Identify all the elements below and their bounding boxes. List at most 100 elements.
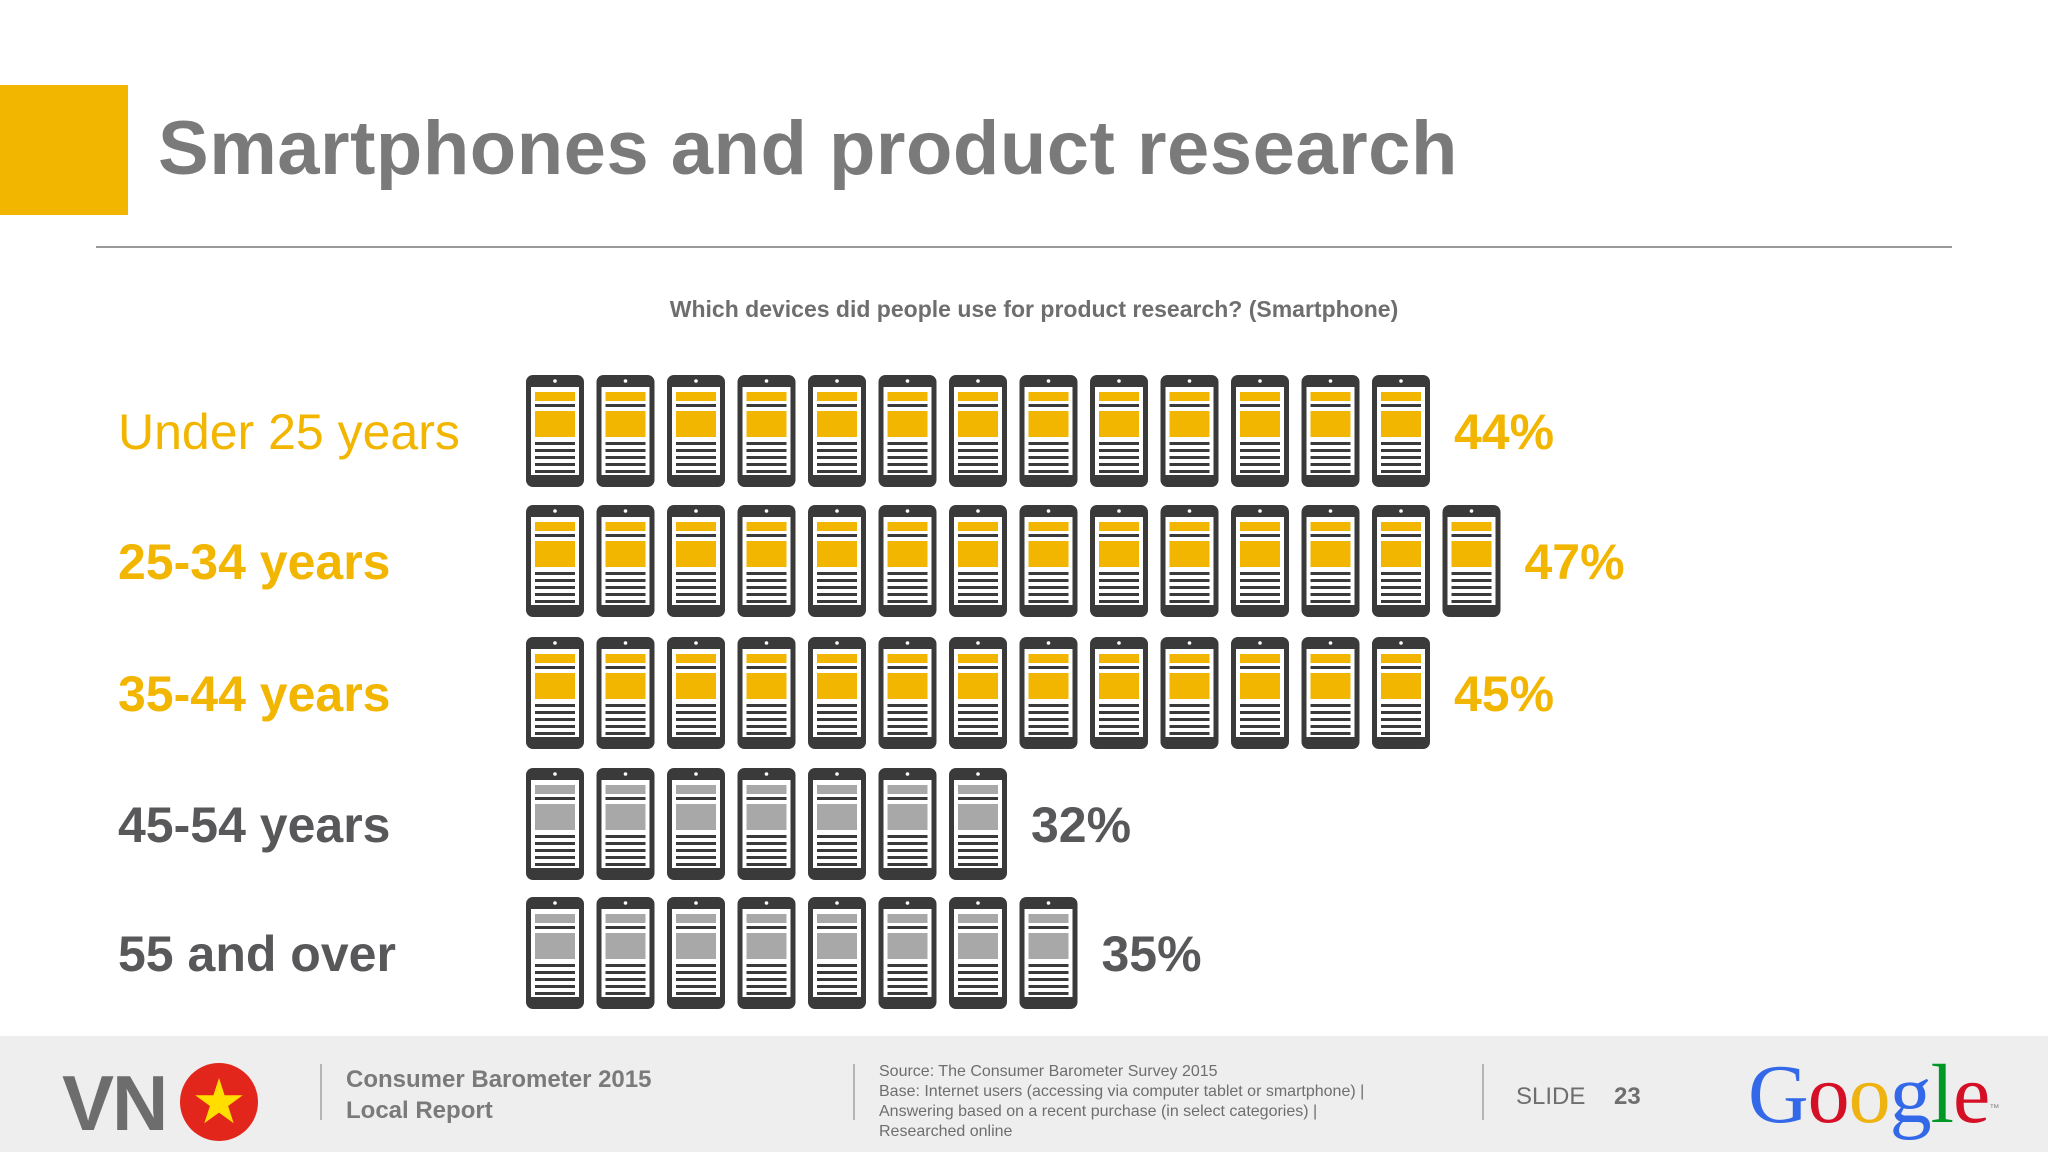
phone-text-line	[1169, 534, 1210, 537]
phone-text-line	[535, 964, 575, 967]
phone-image-block	[676, 933, 716, 959]
phone-text-line	[887, 600, 928, 603]
smartphone-icon	[1372, 505, 1430, 617]
smartphone-icon	[1090, 505, 1148, 617]
phone-header-block	[887, 654, 928, 663]
phone-header-block	[1381, 392, 1421, 401]
phone-text-line	[746, 797, 787, 800]
phone-text-line	[887, 470, 928, 473]
phone-camera	[1117, 379, 1121, 383]
phone-text-line	[1028, 534, 1069, 537]
smartphone-icon	[596, 768, 655, 880]
phone-text-line	[817, 964, 857, 967]
phone-text-line	[1310, 463, 1351, 466]
phone-camera	[976, 509, 980, 513]
smartphone-icon	[808, 768, 866, 880]
phone-text-line	[676, 992, 716, 995]
phone-header-block	[1381, 522, 1421, 531]
smartphone-icon	[526, 897, 584, 1009]
phone-camera	[1469, 509, 1474, 513]
phone-text-line	[1028, 470, 1069, 473]
phone-text-line	[676, 600, 716, 603]
phone-image-block	[605, 541, 646, 567]
chart-row: 35-44 years 45%	[118, 637, 1554, 749]
phone-text-line	[1451, 586, 1492, 589]
phone-text-line	[958, 593, 998, 596]
phone-camera	[764, 772, 769, 776]
phone-text-line	[746, 572, 787, 575]
phone-header-block	[817, 654, 857, 663]
smartphone-icon	[949, 375, 1007, 487]
smartphone-icon-group	[526, 768, 1007, 880]
phone-camera	[976, 641, 980, 645]
phone-text-line	[1381, 572, 1421, 575]
phone-text-line	[887, 572, 928, 575]
smartphone-icon	[1160, 375, 1219, 487]
phone-text-line	[1099, 463, 1139, 466]
source-line: Source: The Consumer Barometer Survey 20…	[879, 1063, 1218, 1080]
phone-text-line	[1099, 449, 1139, 452]
smartphone-icon	[526, 375, 584, 487]
phone-header-block	[1028, 914, 1069, 923]
phone-text-line	[958, 534, 998, 537]
phone-text-line	[887, 732, 928, 735]
phone-header-block	[605, 654, 646, 663]
phone-camera	[1399, 509, 1403, 513]
phone-text-line	[746, 863, 787, 866]
phone-text-line	[1240, 725, 1280, 728]
phone-text-line	[1451, 593, 1492, 596]
phone-text-line	[535, 704, 575, 707]
phone-text-line	[1169, 725, 1210, 728]
phone-text-line	[746, 449, 787, 452]
source-line: Base: Internet users (accessing via comp…	[879, 1083, 1365, 1100]
smartphone-icon	[1160, 637, 1219, 749]
phone-text-line	[1028, 926, 1069, 929]
title-divider	[96, 246, 1952, 248]
footer-divider	[853, 1064, 855, 1120]
phone-text-line	[746, 463, 787, 466]
phone-text-line	[887, 404, 928, 407]
phone-text-line	[958, 725, 998, 728]
phone-text-line	[535, 600, 575, 603]
phone-text-line	[887, 579, 928, 582]
logo-letter: G	[1748, 1048, 1809, 1141]
phone-text-line	[1451, 579, 1492, 582]
phone-text-line	[958, 732, 998, 735]
phone-text-line	[887, 797, 928, 800]
phone-text-line	[746, 593, 787, 596]
phone-text-line	[676, 849, 716, 852]
phone-header-block	[887, 392, 928, 401]
phone-text-line	[605, 985, 646, 988]
smartphone-icon	[949, 897, 1007, 1009]
phone-header-block	[1099, 522, 1139, 531]
phone-text-line	[817, 849, 857, 852]
phone-text-line	[535, 725, 575, 728]
phone-image-block	[746, 411, 787, 437]
smartphone-icon	[1231, 505, 1289, 617]
smartphone-icon	[1019, 505, 1078, 617]
phone-camera	[835, 509, 839, 513]
phone-header-block	[746, 392, 787, 401]
phone-image-block	[887, 804, 928, 830]
phone-text-line	[1310, 456, 1351, 459]
phone-text-line	[887, 978, 928, 981]
phone-header-block	[676, 522, 716, 531]
phone-text-line	[605, 470, 646, 473]
phone-text-line	[887, 842, 928, 845]
phone-text-line	[887, 835, 928, 838]
phone-text-line	[676, 572, 716, 575]
phone-image-block	[605, 933, 646, 959]
phone-text-line	[1099, 704, 1139, 707]
phone-text-line	[1381, 711, 1421, 714]
phone-image-block	[676, 673, 716, 699]
phone-camera	[1046, 641, 1051, 645]
phone-text-line	[676, 666, 716, 669]
phone-text-line	[1028, 964, 1069, 967]
phone-text-line	[535, 470, 575, 473]
phone-image-block	[676, 541, 716, 567]
phone-text-line	[817, 725, 857, 728]
phone-text-line	[1028, 978, 1069, 981]
smartphone-icon	[596, 897, 655, 1009]
phone-header-block	[1169, 522, 1210, 531]
phone-image-block	[1169, 673, 1210, 699]
